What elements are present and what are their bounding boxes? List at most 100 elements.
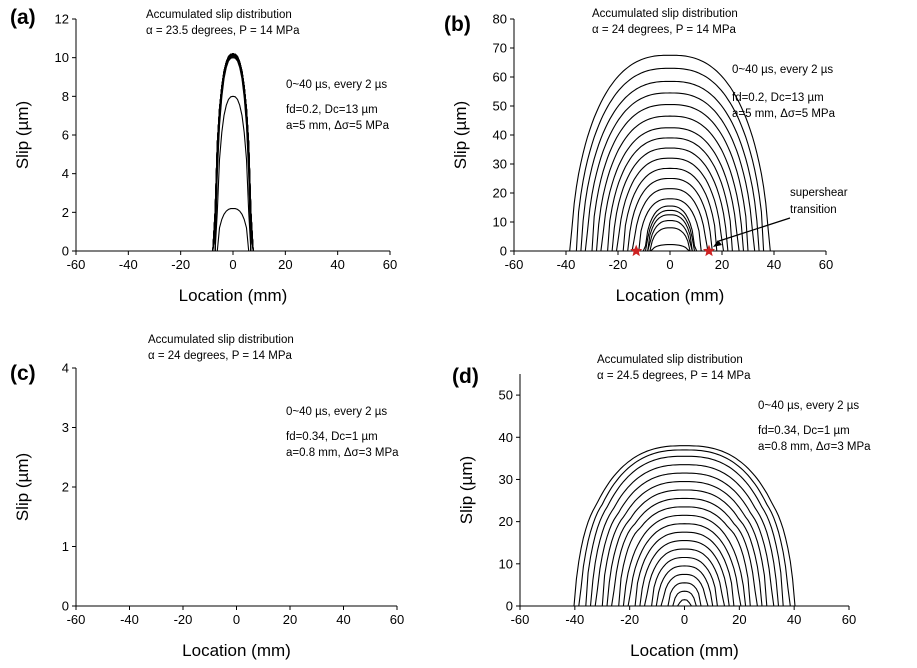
y-tick-label: 6 (62, 128, 69, 143)
y-tick-label: 4 (62, 361, 69, 376)
annotation-text: a=5 mm, Δσ=5 MPa (286, 120, 390, 132)
y-tick-label: 20 (493, 186, 507, 201)
panel-label: (b) (444, 13, 471, 36)
x-axis-label: Location (mm) (182, 641, 291, 660)
y-tick-label: 0 (62, 244, 69, 259)
annotation-text: fd=0.2, Dc=13 µm (732, 92, 824, 104)
slip-curve (514, 54, 826, 252)
annotation-text: fd=0.2, Dc=13 µm (286, 104, 378, 116)
x-tick-label: 20 (732, 612, 746, 627)
slip-curve (520, 573, 849, 607)
y-tick-label: 0 (506, 599, 513, 614)
slip-curve (514, 137, 826, 252)
slip-curve (514, 157, 826, 252)
annotation-text: Accumulated slip distribution (146, 9, 292, 21)
annotation-text: a=0.8 mm, Δσ=3 MPa (758, 441, 871, 453)
x-tick-label: -40 (120, 612, 139, 627)
slip-curve (76, 207, 390, 252)
y-tick-label: 10 (55, 50, 69, 65)
slip-curve (520, 455, 849, 607)
x-tick-label: -40 (565, 612, 584, 627)
annotation-text: fd=0.34, Dc=1 µm (286, 431, 378, 443)
x-tick-label: 60 (383, 257, 397, 272)
y-tick-label: 1 (62, 539, 69, 554)
y-tick-label: 50 (499, 388, 513, 403)
annotation-text: a=5 mm, Δσ=5 MPa (732, 108, 836, 120)
x-tick-label: -20 (620, 612, 639, 627)
annotation-text: a=0.8 mm, Δσ=3 MPa (286, 447, 399, 459)
y-tick-label: 3 (62, 420, 69, 435)
x-tick-label: -60 (67, 612, 86, 627)
x-tick-label: 40 (767, 257, 781, 272)
y-tick-label: 40 (493, 128, 507, 143)
y-tick-label: 60 (493, 70, 507, 85)
x-tick-label: 60 (842, 612, 856, 627)
transition-arrowhead (713, 240, 722, 247)
slip-curve (520, 523, 849, 607)
slip-curve (514, 80, 826, 252)
slip-curve (520, 449, 849, 607)
y-tick-label: 12 (55, 12, 69, 27)
slip-curve (520, 582, 849, 607)
slip-curve (76, 53, 390, 252)
slip-curve (520, 531, 849, 607)
slip-curve (514, 127, 826, 252)
y-tick-label: 50 (493, 99, 507, 114)
annotation-text: 0~40 µs, every 2 µs (286, 79, 387, 91)
slip-curve (514, 244, 826, 252)
y-tick-label: 70 (493, 41, 507, 56)
panel-b: (b) -60 -40 -20 0 20 40 60 0 10 20 30 40 50 60 70 80 Loca… (444, 8, 848, 305)
y-tick-label: 4 (62, 166, 69, 181)
x-tick-label: -40 (119, 257, 138, 272)
y-tick-label: 2 (62, 480, 69, 495)
y-axis-label: Slip (µm) (13, 101, 32, 169)
x-tick-label: 20 (278, 257, 292, 272)
y-tick-label: 8 (62, 89, 69, 104)
y-tick-label: 30 (499, 472, 513, 487)
slip-curve (514, 227, 826, 252)
slip-curve (514, 147, 826, 252)
x-tick-label: 60 (390, 612, 404, 627)
slip-curve (520, 599, 849, 607)
annotation-text: α = 23.5 degrees, P = 14 MPa (146, 25, 300, 37)
annotation-text: α = 24.5 degrees, P = 14 MPa (597, 370, 751, 382)
x-tick-label: 0 (666, 257, 673, 272)
y-axis-label: Slip (µm) (457, 456, 476, 524)
y-tick-label: 2 (62, 205, 69, 220)
slip-curve (514, 188, 826, 252)
y-tick-label: 10 (493, 215, 507, 230)
panel-a: (a) -60 -40 -20 0 20 40 60 0 2 4 6 8 10 12 Location (mm… (10, 6, 397, 305)
y-tick-label: 40 (499, 430, 513, 445)
slip-curve (514, 167, 826, 252)
annotation-text: Accumulated slip distribution (592, 8, 738, 20)
x-tick-label: -20 (174, 612, 193, 627)
annotation-text: 0~40 µs, every 2 µs (286, 406, 387, 418)
x-axis-label: Location (mm) (616, 286, 725, 305)
panel-c: (c) -60 -40 -20 0 20 40 60 0 1 2 3 4 Location (mm) Sli… (10, 334, 404, 660)
x-tick-label: -40 (557, 257, 576, 272)
x-tick-label: 0 (681, 612, 688, 627)
supershear-marker (630, 244, 643, 257)
annotation-text: Accumulated slip distribution (148, 334, 294, 346)
slip-curve (520, 540, 849, 607)
x-tick-label: -60 (505, 257, 524, 272)
annotation-text: 0~40 µs, every 2 µs (732, 64, 833, 76)
x-tick-label: 40 (787, 612, 801, 627)
annotation-text: 0~40 µs, every 2 µs (758, 400, 859, 412)
slip-curve (514, 220, 826, 252)
x-tick-label: 40 (336, 612, 350, 627)
panel-label: (d) (452, 365, 479, 388)
transition-arrow (718, 217, 791, 242)
slip-curve (520, 497, 849, 607)
y-tick-label: 0 (500, 244, 507, 259)
x-tick-label: 0 (233, 612, 240, 627)
slip-curve (520, 464, 849, 607)
y-tick-label: 30 (493, 157, 507, 172)
x-axis-label: Location (mm) (179, 286, 288, 305)
panel-label: (c) (10, 362, 36, 385)
supershear-marker (702, 244, 716, 257)
annotation-text: α = 24 degrees, P = 14 MPa (148, 350, 292, 362)
y-axis-label: Slip (µm) (13, 453, 32, 521)
slip-curve (520, 590, 849, 607)
